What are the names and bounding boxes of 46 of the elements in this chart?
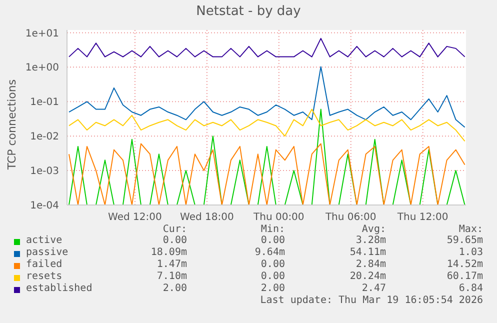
legend-label: active xyxy=(26,235,62,246)
text: 20.24m xyxy=(350,271,386,282)
text: 2.84m xyxy=(356,259,386,270)
y-axis-title: TCP connections xyxy=(6,78,18,172)
legend-label: failed xyxy=(26,259,62,270)
text: 3.28m xyxy=(356,235,386,246)
line-series xyxy=(68,38,466,58)
text: 2.00 xyxy=(260,283,285,294)
text: 18.09m xyxy=(150,247,187,258)
x-tick-label: Wed 12:00 xyxy=(108,212,162,224)
text: 0.00 xyxy=(260,271,285,282)
y-tick-label: 1e-01 xyxy=(30,97,59,108)
text: Last update: Thu Mar 19 16:05:54 2026 xyxy=(260,295,483,306)
text: Avg: xyxy=(362,224,386,235)
y-tick-label: 1e-03 xyxy=(30,166,59,178)
x-tick-label: Thu 06:00 xyxy=(324,212,376,224)
legend-label: passive xyxy=(26,247,68,258)
line-series xyxy=(68,108,466,142)
text: 1.47m xyxy=(156,259,187,270)
text: Min: xyxy=(260,224,285,235)
legend-label: established xyxy=(26,283,92,294)
x-tick-label: Thu 12:00 xyxy=(396,212,448,224)
y-tick-label: 1e+01 xyxy=(25,28,59,40)
y-tick-label: 1e+00 xyxy=(25,62,59,74)
text: 14.52m xyxy=(446,259,483,270)
chart-title: Netstat - by day xyxy=(195,4,302,19)
x-tick-label: Wed 18:00 xyxy=(180,212,234,224)
text: 2.00 xyxy=(162,283,187,294)
text: Max: xyxy=(458,224,483,235)
line-series xyxy=(68,66,466,128)
y-tick-label: 1e-02 xyxy=(30,132,59,143)
text: 0.00 xyxy=(162,235,187,246)
x-tick-label: Thu 00:00 xyxy=(252,212,304,224)
text: 60.17m xyxy=(446,271,483,282)
legend-label: resets xyxy=(26,271,62,282)
text: 1.03 xyxy=(458,247,483,258)
text: 9.64m xyxy=(254,247,285,258)
text: 6.84 xyxy=(458,283,483,294)
text: 7.10m xyxy=(156,271,187,282)
text: 54.11m xyxy=(350,247,386,258)
y-tick-label: 1e-04 xyxy=(30,200,59,212)
text: 59.65m xyxy=(446,235,483,246)
text: 2.47 xyxy=(362,283,386,294)
text: 0.00 xyxy=(260,259,285,270)
text: 0.00 xyxy=(260,235,285,246)
text: Cur: xyxy=(162,224,187,235)
